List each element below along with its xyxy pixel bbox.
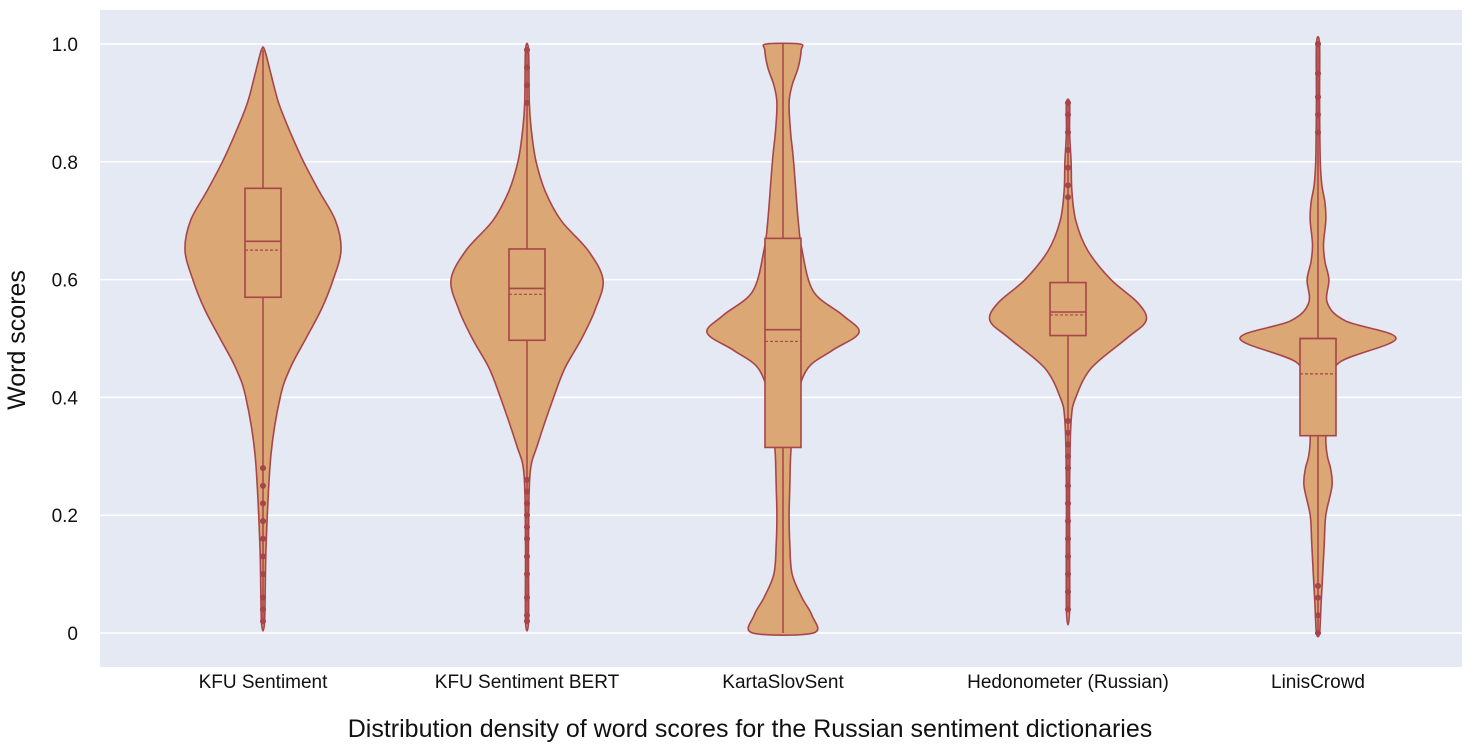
outlier-point bbox=[1064, 146, 1072, 154]
violin-4 bbox=[1239, 35, 1397, 638]
x-category-label: Hedonometer (Russian) bbox=[967, 672, 1169, 693]
outlier-point bbox=[259, 518, 267, 525]
outlier-point bbox=[259, 465, 267, 472]
outlier-point bbox=[259, 618, 267, 625]
outlier-point bbox=[1064, 553, 1072, 560]
outlier-point bbox=[259, 535, 267, 542]
outlier-point bbox=[523, 99, 531, 106]
outlier-point bbox=[1064, 429, 1072, 436]
outlier-point bbox=[1064, 465, 1072, 472]
outlier-point bbox=[1064, 453, 1072, 460]
outlier-point bbox=[1064, 417, 1072, 425]
outlier-point bbox=[1314, 612, 1322, 619]
outlier-point bbox=[523, 523, 531, 531]
iqr-box bbox=[1299, 337, 1337, 437]
outlier-point bbox=[1064, 129, 1072, 136]
violin-1 bbox=[450, 42, 604, 632]
y-tick-label: 0.8 bbox=[52, 153, 78, 174]
outlier-point bbox=[523, 64, 531, 71]
outlier-point bbox=[1064, 606, 1072, 613]
x-axis-label: Distribution density of word scores for … bbox=[348, 715, 1153, 743]
outlier-point bbox=[523, 553, 531, 560]
iqr-box bbox=[244, 187, 282, 299]
y-tick-label: 0.6 bbox=[52, 271, 78, 292]
outlier-point bbox=[523, 512, 531, 519]
outlier-point bbox=[523, 571, 531, 578]
outlier-point bbox=[259, 571, 267, 578]
outlier-point bbox=[1314, 582, 1322, 589]
iqr-box bbox=[764, 237, 802, 449]
outlier-point bbox=[1314, 594, 1322, 601]
outlier-point bbox=[259, 606, 267, 613]
violins bbox=[184, 35, 1397, 638]
y-axis-label: Word scores bbox=[3, 270, 31, 410]
outlier-point bbox=[523, 46, 531, 53]
y-tick-label: 0.2 bbox=[52, 506, 78, 527]
outlier-point bbox=[1064, 194, 1072, 201]
outlier-point bbox=[1314, 129, 1322, 136]
outlier-point bbox=[259, 594, 267, 601]
outlier-point bbox=[523, 612, 531, 619]
x-axis-categories: KFU Sentiment KFU Sentiment BERT KartaSlov… bbox=[199, 672, 1365, 693]
outlier-point bbox=[1064, 518, 1072, 525]
outlier-point bbox=[259, 500, 267, 507]
outlier-point bbox=[1064, 571, 1072, 578]
outlier-point bbox=[1064, 441, 1072, 448]
violin-0 bbox=[184, 46, 342, 632]
outlier-point bbox=[523, 488, 531, 495]
outlier-point bbox=[1064, 111, 1072, 118]
x-category-label: KFU Sentiment BERT bbox=[435, 672, 620, 693]
y-tick-label: 1.0 bbox=[52, 35, 78, 56]
x-category-label: KFU Sentiment bbox=[199, 672, 329, 693]
y-axis-ticks: 0 0.2 0.4 0.6 0.8 1.0 bbox=[52, 35, 79, 645]
outlier-point bbox=[1064, 535, 1072, 542]
outlier-point bbox=[1314, 93, 1322, 101]
outlier-point bbox=[1064, 182, 1072, 189]
outlier-point bbox=[259, 482, 267, 489]
outlier-point bbox=[523, 500, 531, 507]
outlier-point bbox=[1064, 482, 1072, 489]
outlier-point bbox=[1064, 99, 1072, 106]
x-category-label: KartaSlovSent bbox=[722, 672, 844, 693]
outlier-point bbox=[523, 82, 531, 89]
outlier-point bbox=[523, 618, 531, 625]
outlier-point bbox=[1314, 111, 1322, 118]
x-category-label: LinisCrowd bbox=[1271, 672, 1365, 693]
outlier-point bbox=[1314, 40, 1322, 48]
iqr-box bbox=[1049, 281, 1087, 337]
outlier-point bbox=[1314, 629, 1322, 637]
outlier-point bbox=[1314, 70, 1322, 77]
violin-2 bbox=[706, 42, 860, 636]
outlier-point bbox=[523, 476, 531, 483]
outlier-point bbox=[1064, 588, 1072, 595]
y-tick-label: 0 bbox=[67, 624, 78, 645]
outlier-point bbox=[259, 553, 267, 560]
violin-3 bbox=[988, 98, 1148, 626]
outlier-point bbox=[523, 535, 531, 542]
outlier-point bbox=[1064, 164, 1072, 171]
outlier-point bbox=[1064, 500, 1072, 507]
y-tick-label: 0.4 bbox=[52, 388, 79, 409]
outlier-point bbox=[523, 594, 531, 601]
